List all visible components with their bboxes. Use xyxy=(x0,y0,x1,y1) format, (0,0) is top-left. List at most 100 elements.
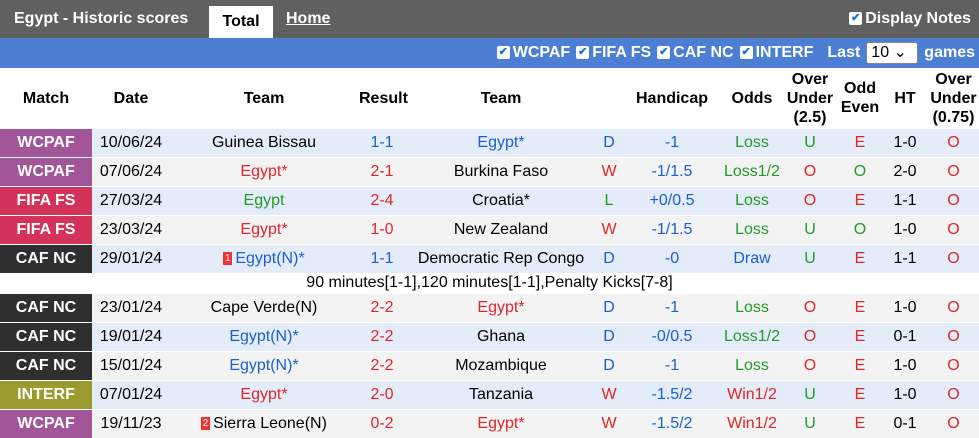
odd-even: E xyxy=(838,187,882,216)
header-bar: Egypt - Historic scores Total Home ✔Disp… xyxy=(0,0,979,38)
half-time: 1-0 xyxy=(882,216,928,245)
score: 1-0 xyxy=(358,216,406,245)
half-time: 1-0 xyxy=(882,129,928,158)
home-team: Egypt* xyxy=(170,381,358,410)
score: 2-0 xyxy=(358,381,406,410)
home-team: Egypt(N)* xyxy=(170,352,358,381)
over-under-075: O xyxy=(928,381,979,410)
checkbox: ✔ xyxy=(657,46,670,59)
header-cell: Team xyxy=(406,68,596,129)
display-notes[interactable]: ✔Display Notes xyxy=(849,10,971,28)
away-team: Ghana xyxy=(406,323,596,352)
last-select[interactable]: 10 ⌄ xyxy=(866,42,918,64)
result: W xyxy=(596,158,622,187)
league-filter[interactable]: ✔CAF NC xyxy=(657,44,733,62)
away-team: Democratic Rep Congo xyxy=(406,245,596,274)
match-badge: CAF NC xyxy=(0,323,92,352)
score: 1-1 xyxy=(358,129,406,158)
handicap: -1.5/2 xyxy=(622,410,722,438)
match-badge: CAF NC xyxy=(0,352,92,381)
half-time: 1-1 xyxy=(882,187,928,216)
odds: Win1/2 xyxy=(722,410,782,438)
date: 07/01/24 xyxy=(92,381,170,410)
league-filter[interactable]: ✔INTERF xyxy=(740,44,814,62)
over-under: U xyxy=(782,410,838,438)
checkbox: ✔ xyxy=(740,46,753,59)
handicap: -1.5/2 xyxy=(622,381,722,410)
league-label: WCPAF xyxy=(513,44,570,61)
odd-even: E xyxy=(838,323,882,352)
odd-even: E xyxy=(838,352,882,381)
last-label: Last xyxy=(827,44,860,62)
handicap: -1/1.5 xyxy=(622,158,722,187)
header-cell: Odds xyxy=(722,68,782,129)
home-team-name: Sierra Leone(N) xyxy=(213,415,327,432)
result: W xyxy=(596,216,622,245)
half-time: 1-0 xyxy=(882,381,928,410)
away-team: Egypt* xyxy=(406,410,596,438)
header-cell xyxy=(596,68,622,129)
over-under: U xyxy=(782,129,838,158)
match-badge: FIFA FS xyxy=(0,187,92,216)
league-filter[interactable]: ✔FIFA FS xyxy=(576,44,651,62)
note-row: 90 minutes[1-1],120 minutes[1-1],Penalty… xyxy=(0,273,979,294)
away-team: Burkina Faso xyxy=(406,158,596,187)
date: 15/01/24 xyxy=(92,352,170,381)
title: Egypt - Historic scores xyxy=(14,10,188,28)
handicap: -1 xyxy=(622,294,722,323)
over-under-075: O xyxy=(928,187,979,216)
odd-even: O xyxy=(838,216,882,245)
games-label: games xyxy=(924,44,975,62)
over-under: O xyxy=(782,352,838,381)
header-cell: Odd Even xyxy=(838,68,882,129)
result: D xyxy=(596,129,622,158)
header-cell: Over Under (0.75) xyxy=(928,68,979,129)
odd-even: E xyxy=(838,410,882,438)
odd-even: E xyxy=(838,294,882,323)
note: 90 minutes[1-1],120 minutes[1-1],Penalty… xyxy=(0,273,979,294)
tab-total[interactable]: Total xyxy=(209,6,273,38)
over-under-075: O xyxy=(928,323,979,352)
over-under: U xyxy=(782,216,838,245)
odds: Draw xyxy=(722,245,782,274)
league-label: CAF NC xyxy=(673,44,733,61)
tab-home[interactable]: Home xyxy=(286,10,330,28)
away-team: New Zealand xyxy=(406,216,596,245)
home-team-name: Egypt* xyxy=(240,163,287,180)
handicap: -1 xyxy=(622,129,722,158)
home-team: Cape Verde(N) xyxy=(170,294,358,323)
checkbox: ✔ xyxy=(576,46,589,59)
home-team-name: Guinea Bissau xyxy=(212,134,316,151)
odds: Loss xyxy=(722,352,782,381)
result: D xyxy=(596,352,622,381)
home-team: Egypt* xyxy=(170,216,358,245)
score: 2-2 xyxy=(358,323,406,352)
header-cell: Date xyxy=(92,68,170,129)
over-under-075: O xyxy=(928,158,979,187)
date: 27/03/24 xyxy=(92,187,170,216)
checkbox: ✔ xyxy=(497,46,510,59)
date: 23/01/24 xyxy=(92,294,170,323)
date: 19/01/24 xyxy=(92,323,170,352)
over-under: U xyxy=(782,245,838,274)
header-cell: Team xyxy=(170,68,358,129)
home-team: Egypt(N)* xyxy=(170,323,358,352)
handicap: -0/0.5 xyxy=(622,323,722,352)
home-team-name: Egypt(N)* xyxy=(229,357,298,374)
result: W xyxy=(596,410,622,438)
league-label: FIFA FS xyxy=(592,44,651,61)
header-cell: Handicap xyxy=(622,68,722,129)
red-card: 2 xyxy=(201,417,210,430)
match-badge: WCPAF xyxy=(0,158,92,187)
league-label: INTERF xyxy=(756,44,814,61)
league-filter[interactable]: ✔WCPAF xyxy=(497,44,570,62)
